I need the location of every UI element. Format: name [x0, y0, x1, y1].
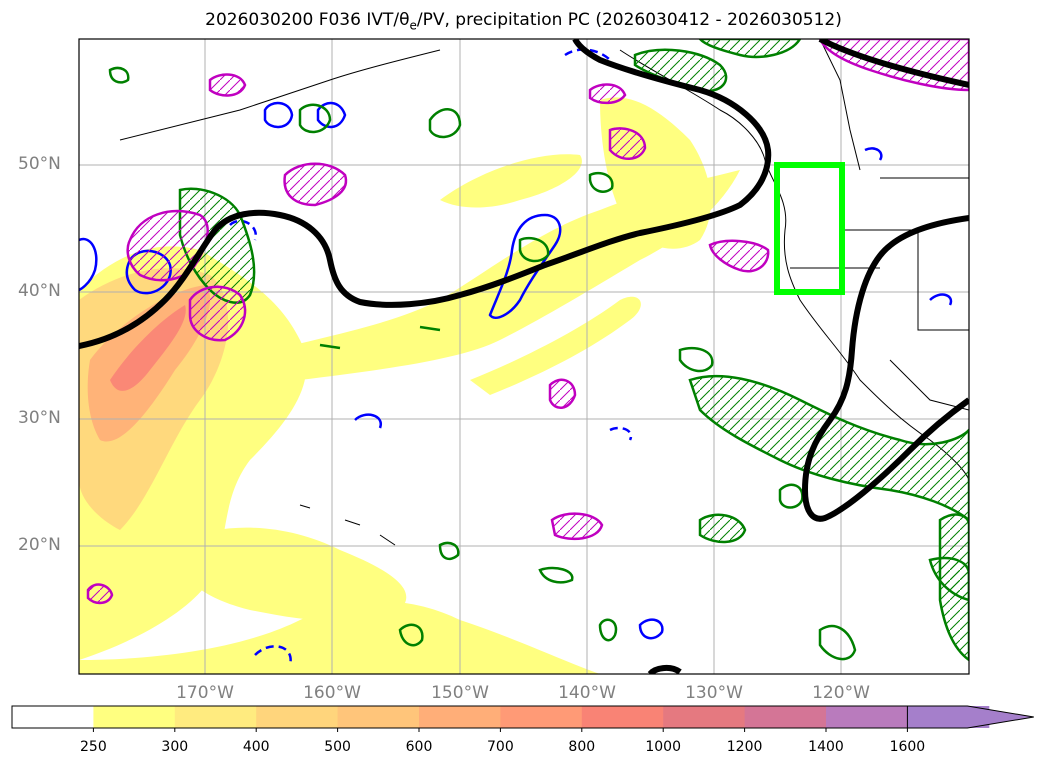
map-plot-area [79, 39, 969, 674]
colorbar-segment [581, 706, 664, 728]
lon-label-170w: 170°W [176, 683, 234, 703]
lat-label-30n: 30°N [18, 408, 61, 428]
lon-label-140w: 140°W [558, 683, 616, 703]
lon-label-130w: 130°W [685, 683, 743, 703]
colorbar-segment [256, 706, 339, 728]
precip-contours-magenta [86, 39, 969, 605]
lat-label-50n: 50°N [18, 154, 61, 174]
highlight-region-box [774, 162, 845, 295]
coastlines [119, 39, 969, 546]
colorbar-tick-label: 250 [80, 739, 107, 755]
colorbar-tick-label: 800 [568, 739, 596, 755]
colorbar-segment [419, 706, 501, 728]
colorbar-tick-label: 500 [324, 739, 351, 755]
colorbar-segment [337, 706, 420, 728]
colorbar-tick-label: 600 [405, 739, 433, 755]
colorbar-segment [174, 706, 257, 728]
colorbar-segment [826, 706, 908, 728]
lon-label-120w: 120°W [812, 683, 870, 703]
colorbar-tick-label: 700 [487, 739, 514, 755]
colorbar-segment [93, 706, 176, 728]
colorbar-tick-label: 300 [161, 739, 189, 755]
colorbar [11, 705, 1034, 732]
lat-label-20n: 20°N [18, 535, 61, 555]
precip-contours-green [108, 39, 969, 662]
colorbar-tick-label: 1600 [889, 739, 926, 755]
colorbar-segment [500, 706, 583, 728]
precip-contours-blue [79, 48, 953, 666]
map-frame [78, 38, 970, 675]
pv-contour [79, 39, 969, 674]
lat-label-40n: 40°N [18, 281, 61, 301]
colorbar-tick-label: 1000 [645, 739, 682, 755]
colorbar-tick-label: 1400 [808, 739, 844, 755]
lon-label-150w: 150°W [431, 683, 489, 703]
colorbar-segment [12, 706, 94, 728]
map-title: 2026030200 F036 IVT/θe/PV, precipitation… [205, 10, 842, 33]
lon-label-160w: 160°W [303, 683, 361, 703]
colorbar-outline [11, 705, 908, 729]
colorbar-extend-arrow [906, 705, 1034, 729]
colorbar-tick-label: 1200 [726, 739, 763, 755]
colorbar-tick-label: 400 [242, 739, 270, 755]
colorbar-segment [663, 706, 746, 728]
colorbar-segment [744, 706, 827, 728]
